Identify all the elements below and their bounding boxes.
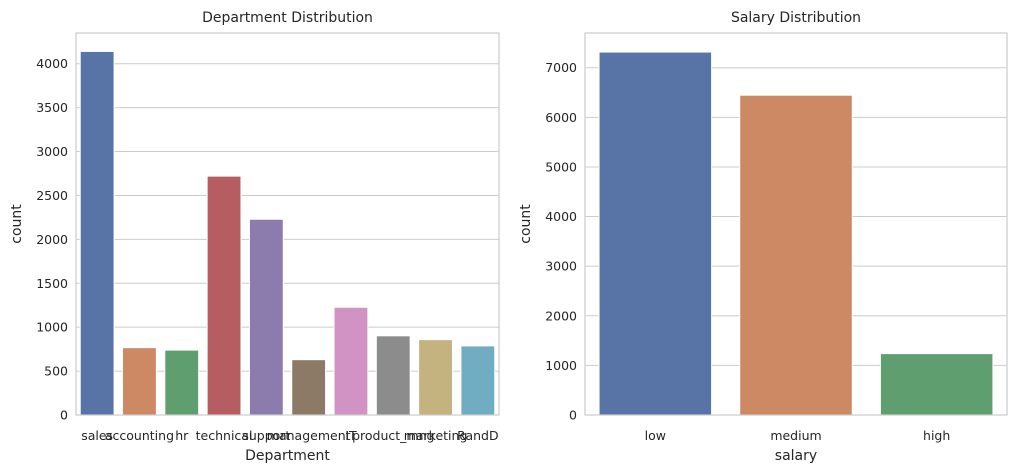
dept-bar-it xyxy=(333,306,369,416)
salary-axes-frame xyxy=(584,32,1008,416)
dept-xtick-label: RandD xyxy=(457,428,499,443)
department-distribution-chart: 0 500 1000 1500 2000 2500 3000 3500 4000 salesacc… xyxy=(9,10,500,464)
dept-ytick-label: 3500 xyxy=(36,100,68,115)
dept-bar-product_mng xyxy=(375,335,411,416)
dept-y-axis-label: count xyxy=(9,204,25,244)
dept-bar-hr xyxy=(164,349,200,416)
salary-distribution-chart: 0 1000 2000 3000 4000 5000 6000 7000 low medium hi… xyxy=(518,10,1008,464)
dept-x-axis-label: Department xyxy=(245,448,330,464)
salary-ytick-label: 3000 xyxy=(545,259,577,274)
dept-bar-management xyxy=(291,359,327,416)
salary-chart-title: Salary Distribution xyxy=(731,10,861,26)
dept-xtick-label: support xyxy=(242,428,290,443)
dept-bar-randd xyxy=(460,345,496,416)
dept-bar-sales xyxy=(79,50,115,416)
dept-xtick-label: product_mng xyxy=(352,428,434,443)
dept-ytick-label: 1000 xyxy=(36,320,68,335)
dept-bar-technical xyxy=(206,175,242,416)
dept-bar-accounting xyxy=(122,347,157,416)
salary-xtick-label: low xyxy=(645,428,666,443)
salary-ytick-label: 2000 xyxy=(545,308,577,323)
salary-xtick-label: medium xyxy=(770,428,821,443)
salary-bar-low xyxy=(598,51,713,416)
salary-ytick-label: 4000 xyxy=(545,209,577,224)
dept-ytick-label: 3000 xyxy=(36,144,68,159)
dept-xtick-label: hr xyxy=(175,428,189,443)
salary-xtick-label: high xyxy=(923,428,950,443)
salary-ytick-label: 0 xyxy=(569,408,577,423)
dept-xtick-label: accounting xyxy=(105,428,174,443)
salary-bar-high xyxy=(879,353,994,416)
salary-ytick-label: 1000 xyxy=(545,358,577,373)
dept-bar-marketing xyxy=(418,339,453,416)
salary-ytick-label: 6000 xyxy=(545,110,577,125)
salary-bar-medium xyxy=(739,94,853,416)
salary-ytick-label: 7000 xyxy=(545,60,577,75)
dept-ytick-label: 2000 xyxy=(36,232,68,247)
dept-xtick-label: marketing xyxy=(404,428,468,443)
dept-ytick-label: 0 xyxy=(60,408,68,423)
dept-chart-title: Department Distribution xyxy=(202,10,373,26)
salary-x-axis-label: salary xyxy=(775,448,817,464)
salary-y-axis-label: count xyxy=(518,204,534,244)
dept-xtick-label: management xyxy=(267,428,351,443)
dept-axes-frame xyxy=(75,32,500,416)
dept-xtick-label: IT xyxy=(345,428,357,443)
dept-bar-support xyxy=(248,218,284,416)
dept-xtick-label: sales xyxy=(81,428,113,443)
salary-ytick-label: 5000 xyxy=(545,159,577,174)
dept-ytick-label: 1500 xyxy=(36,276,68,291)
dept-ytick-label: 2500 xyxy=(36,188,68,203)
dept-ytick-label: 4000 xyxy=(36,56,68,71)
dept-xtick-label: technical xyxy=(196,428,253,443)
dept-ytick-label: 500 xyxy=(44,364,68,379)
